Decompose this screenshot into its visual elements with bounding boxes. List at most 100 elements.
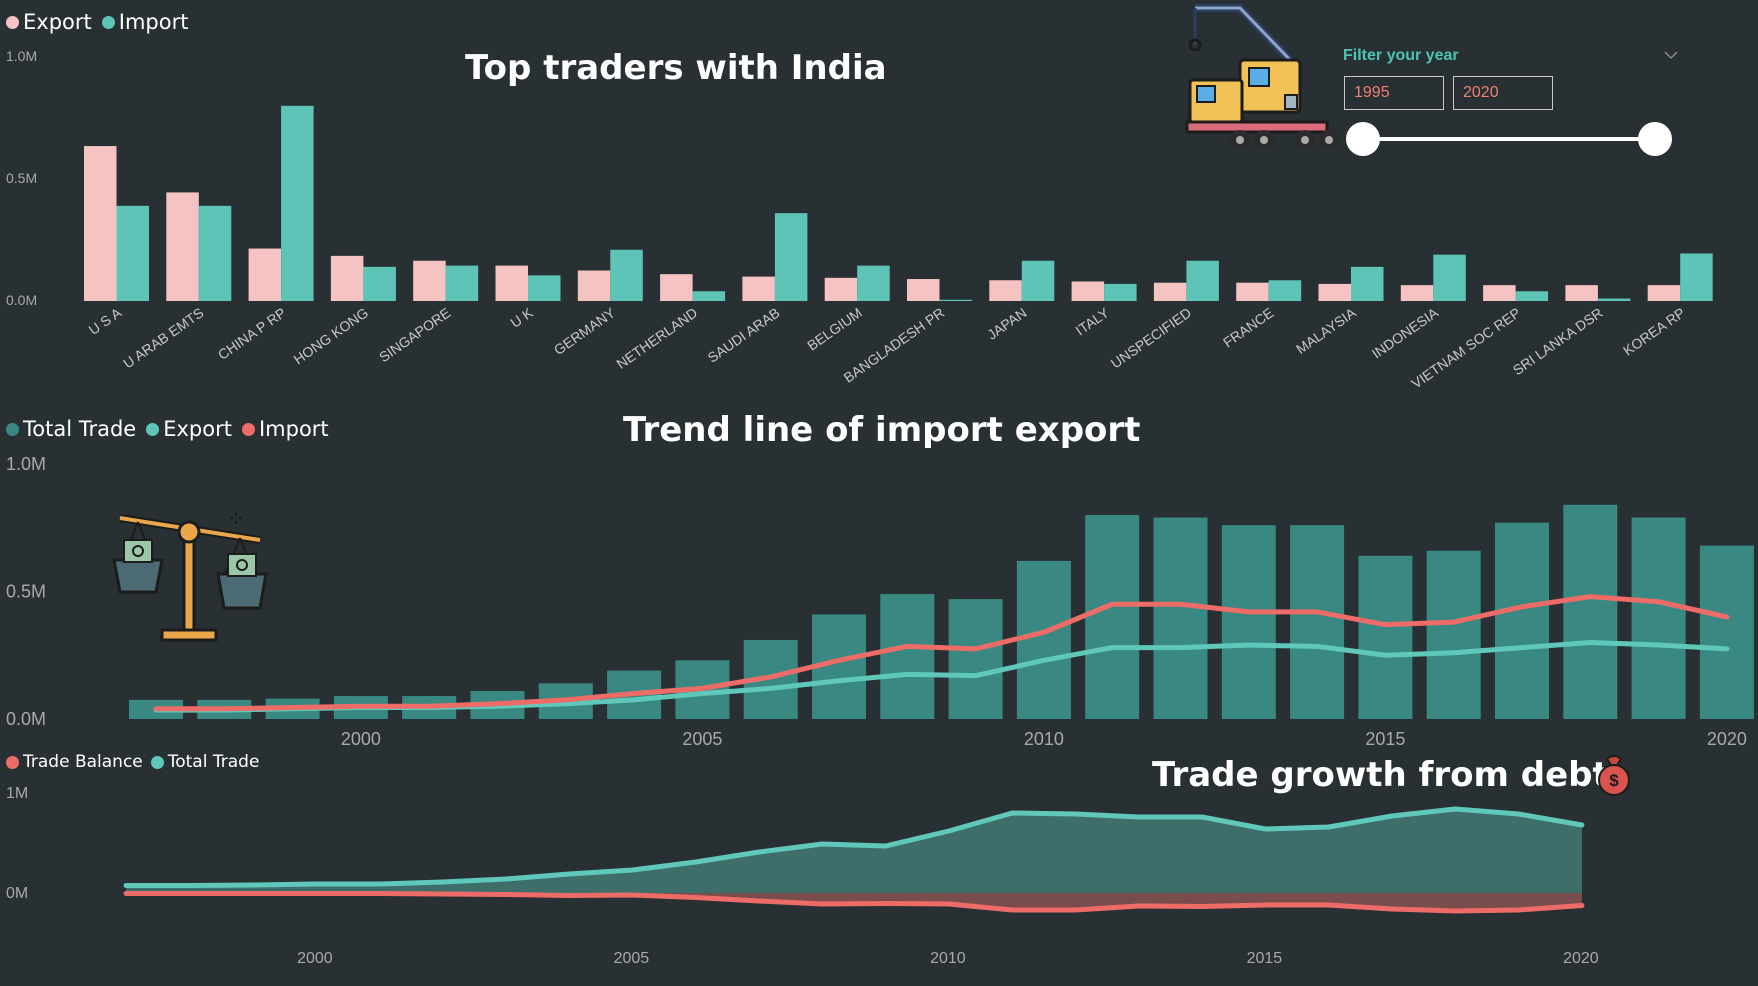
legend-item-total-trade[interactable]: Total Trade xyxy=(6,417,136,441)
bar-total-trade xyxy=(1221,525,1276,719)
bar-total-trade xyxy=(1426,550,1481,719)
y-tick-label: 1.0M xyxy=(6,454,46,474)
legend-label: Export xyxy=(23,10,92,34)
bar-export xyxy=(1400,285,1434,301)
chart3-area-chart: 1M 0M 2000 2005 2010 2015 2020 xyxy=(6,785,1599,967)
bar-import xyxy=(857,265,890,301)
chevron-down-icon[interactable] xyxy=(1664,50,1678,60)
bar-export xyxy=(1483,285,1516,301)
x-tick-label: SINGAPORE xyxy=(376,304,453,365)
line-trade-balance xyxy=(123,891,1585,914)
x-tick-label: 2015 xyxy=(1247,950,1283,967)
bar-import xyxy=(1104,283,1137,301)
legend-item-trade-balance[interactable]: Trade Balance xyxy=(6,752,143,772)
x-tick-label: MALAYSIA xyxy=(1293,304,1359,357)
bar-export xyxy=(1647,285,1681,301)
chart1-legend: Export Import xyxy=(6,10,188,34)
bar-import xyxy=(1268,280,1302,301)
bar-total-trade xyxy=(1085,515,1140,719)
bar-export xyxy=(495,265,528,301)
bar-total-trade xyxy=(948,599,1003,719)
bar-export xyxy=(413,260,446,301)
year-slider-handle-end[interactable] xyxy=(1638,122,1672,156)
bar-import xyxy=(1351,266,1384,301)
bar-export xyxy=(1318,283,1351,301)
bar-total-trade xyxy=(1290,525,1345,719)
x-tick-label: 2010 xyxy=(1024,729,1064,749)
y-tick-label: 0.5M xyxy=(6,582,46,602)
chart2-combo-chart: 1.0M 0.5M 0.0M 2000 2005 2010 2015 2020 xyxy=(6,454,1754,749)
x-tick-label: 2005 xyxy=(614,950,650,967)
legend-item-export[interactable]: Export xyxy=(6,10,92,34)
bar-import xyxy=(445,265,479,301)
x-tick-label: ITALY xyxy=(1072,304,1112,339)
x-tick-label: 2000 xyxy=(341,729,381,749)
bar-import xyxy=(1021,260,1055,301)
x-tick-label: CHINA P RP xyxy=(215,304,289,362)
x-tick-label: U S A xyxy=(86,304,125,338)
svg-text:$: $ xyxy=(1609,771,1619,790)
x-tick-label: GERMANY xyxy=(551,304,619,358)
x-tick-label: JAPAN xyxy=(984,304,1029,342)
bar-import xyxy=(939,299,972,301)
bar-total-trade xyxy=(1563,504,1618,719)
bar-import xyxy=(281,105,314,301)
bar-import xyxy=(116,205,149,301)
bar-export xyxy=(907,279,940,301)
bar-total-trade xyxy=(1016,560,1071,719)
bar-import xyxy=(1680,253,1713,301)
x-tick-label: BELGIUM xyxy=(804,304,865,353)
legend-item-total-trade[interactable]: Total Trade xyxy=(150,752,260,772)
chart2-title: Trend line of import export xyxy=(623,410,1141,450)
year-from-input[interactable]: 1995 xyxy=(1344,76,1444,110)
year-slider-handle-start[interactable] xyxy=(1346,122,1380,156)
bar-export xyxy=(1153,282,1187,301)
bar-import xyxy=(1186,260,1219,301)
bar-import xyxy=(528,275,561,301)
legend-item-import[interactable]: Import xyxy=(241,417,329,441)
x-tick-label: INDONESIA xyxy=(1369,304,1442,362)
chart2-legend: Total Trade Export Import xyxy=(6,417,329,441)
money-bag-icon: $ xyxy=(1598,755,1630,796)
bar-export xyxy=(660,274,693,301)
bar-export xyxy=(1071,281,1105,301)
legend-item-import[interactable]: Import xyxy=(101,10,189,34)
y-tick-label: 0.0M xyxy=(6,709,46,729)
year-to-input[interactable]: 2020 xyxy=(1453,76,1553,110)
line-total-trade xyxy=(123,806,1585,888)
bar-import xyxy=(1433,254,1466,301)
bar-export xyxy=(1236,282,1269,301)
legend-dot-export xyxy=(6,15,19,29)
bar-import xyxy=(1597,298,1631,301)
legend-label: Import xyxy=(118,10,189,34)
line-export xyxy=(153,640,1730,713)
legend-label: Trade Balance xyxy=(23,752,143,772)
bar-export xyxy=(166,192,199,301)
x-tick-label: SRI LANKA DSR xyxy=(1510,304,1606,378)
legend-dot-import xyxy=(101,15,115,29)
legend-label: Export xyxy=(163,417,232,441)
bar-total-trade xyxy=(1358,555,1413,719)
x-tick-label: UNSPECIFIED xyxy=(1108,304,1194,371)
bar-export xyxy=(742,276,775,301)
bar-import xyxy=(363,266,396,301)
x-tick-label: 2020 xyxy=(1563,950,1599,967)
y-tick-label: 0M xyxy=(6,885,28,902)
bar-total-trade xyxy=(880,594,935,719)
chart3-legend: Trade Balance Total Trade xyxy=(6,752,259,772)
chart1-bar-chart: 1.0M 0.5M 0.0M U S AU ARAB EMTS CHINA P RP HO… xyxy=(6,48,1713,390)
legend-dot-total-trade xyxy=(150,755,164,769)
crane-truck-icon xyxy=(1185,4,1339,150)
legend-item-export[interactable]: Export xyxy=(146,417,232,441)
bar-export xyxy=(1565,285,1598,301)
legend-label: Total Trade xyxy=(23,417,137,441)
bar-total-trade xyxy=(1495,522,1549,719)
year-range-track[interactable] xyxy=(1364,137,1656,141)
x-tick-label: U K xyxy=(507,304,536,331)
bar-import xyxy=(692,291,726,301)
legend-label: Total Trade xyxy=(167,752,260,772)
y-tick-label: 1M xyxy=(6,785,28,802)
x-tick-label: KOREA RP xyxy=(1620,304,1688,358)
bar-export xyxy=(989,280,1022,301)
x-tick-label: FRANCE xyxy=(1220,304,1276,350)
